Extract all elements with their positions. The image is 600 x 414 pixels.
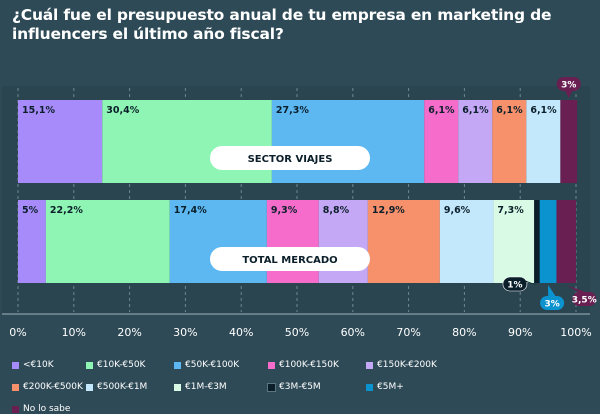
- bar-row-sector-viajes: 15,1% 30,4% 27,3% 6,1% 6,1% 6,1% 6,1% SECTOR VI…: [18, 77, 581, 183]
- data-label: 6,1%: [428, 105, 455, 116]
- legend-item-200k-500k: €200K-€500K: [12, 382, 83, 392]
- data-label: 12,9%: [372, 205, 405, 216]
- chart-title: ¿Cuál fue el presupuesto anual de tu emp…: [12, 6, 552, 43]
- x-tick-label: 60%: [341, 326, 365, 339]
- data-label: 6,1%: [496, 105, 523, 116]
- bar-row-total-mercado: 5% 22,2% 17,4% 9,3% 8,8% 12,9% 9,6% 7,3% TOTAL M…: [18, 200, 597, 310]
- legend-label: €10K-€50K: [97, 360, 146, 370]
- callout-pointer: [548, 285, 557, 297]
- data-label: 7,3%: [497, 205, 524, 216]
- legend-item-10k-50k: €10K-€50K: [86, 360, 162, 370]
- legend-item-3m-5m: €3M-€5M: [267, 382, 354, 392]
- x-tick-label: 70%: [396, 326, 420, 339]
- legend-label: €50K-€100K: [185, 360, 240, 370]
- legend-label: €500K-€1M: [97, 382, 148, 392]
- legend-label: €100K-€150K: [279, 360, 339, 370]
- callout-pointer: [510, 278, 537, 285]
- legend-label: €1M-€3M: [185, 382, 227, 392]
- bar-segment-100k-150k: [424, 100, 459, 183]
- legend-swatch: [174, 361, 181, 369]
- bar-segment-500k-1m: [439, 200, 494, 283]
- x-tick-label: 30%: [173, 326, 197, 339]
- legend-swatch: [268, 361, 275, 369]
- callout-label: 3%: [544, 300, 559, 310]
- data-label: 30,4%: [106, 105, 139, 116]
- x-tick-label: 90%: [508, 326, 532, 339]
- data-label: 27,3%: [276, 105, 309, 116]
- bar-segment-500k-1m: [526, 100, 561, 183]
- x-tick-label: 20%: [117, 326, 141, 339]
- legend: <€10K €10K-€50K €50K-€100K €100K-€150K €150K…: [12, 360, 592, 414]
- legend-item-150k-200k: €150K-€200K: [366, 360, 458, 370]
- bar-segment-no-lo-sabe: [560, 100, 578, 183]
- x-tick-label: 10%: [62, 326, 86, 339]
- x-tick-label: 50%: [285, 326, 309, 339]
- bar-segment-150k-200k: [458, 100, 493, 183]
- data-label: 22,2%: [50, 205, 83, 216]
- callout-bubble: [556, 77, 581, 91]
- callout-label: 3,5%: [572, 296, 597, 306]
- data-label: 5%: [22, 205, 39, 216]
- legend-item-50k-100k: €50K-€100K: [174, 360, 256, 370]
- data-label: 17,4%: [174, 205, 207, 216]
- legend-swatch: [12, 361, 19, 369]
- x-tick-label: 80%: [452, 326, 476, 339]
- bar-segment-10k: [18, 100, 103, 183]
- legend-item-no-lo-sabe: No lo sabe: [12, 404, 74, 414]
- legend-label: No lo sabe: [23, 404, 71, 414]
- bar-segment-200k-500k: [492, 100, 527, 183]
- legend-label: €5M+: [377, 382, 404, 392]
- data-label: 6,1%: [530, 105, 557, 116]
- x-tick-label: 100%: [560, 326, 591, 339]
- data-label: 9,6%: [444, 205, 471, 216]
- legend-swatch: [12, 405, 19, 413]
- callout-label: 1%: [507, 281, 522, 291]
- data-label: 9,3%: [271, 205, 298, 216]
- callout-pointer: [564, 90, 573, 98]
- x-tick-label: 0%: [9, 326, 26, 339]
- data-label: 6,1%: [462, 105, 489, 116]
- bar-segment-5m: [539, 200, 557, 283]
- legend-swatch: [174, 383, 181, 391]
- legend-swatch: [86, 361, 93, 369]
- bar-segment-10k-50k: [45, 200, 170, 283]
- legend-item-10k: <€10K: [12, 360, 74, 370]
- legend-swatch: [267, 382, 276, 392]
- series-label: SECTOR VIAJES: [248, 154, 333, 165]
- callout-label: 3%: [561, 81, 576, 91]
- callout-bubble: [572, 292, 597, 306]
- x-tick-label: 40%: [229, 326, 253, 339]
- legend-label: <€10K: [23, 360, 54, 370]
- bar-segment-10k: [18, 200, 46, 283]
- legend-item-1m-3m: €1M-€3M: [174, 382, 256, 392]
- callout-pointer: [566, 285, 589, 293]
- legend-swatch: [86, 383, 93, 391]
- stacked-bar-chart: 15,1% 30,4% 27,3% 6,1% 6,1% 6,1% 6,1% SECTOR VI…: [2, 77, 597, 339]
- bar-segment-1m-3m: [493, 200, 535, 283]
- legend-swatch: [12, 383, 19, 391]
- series-label: TOTAL MERCADO: [242, 255, 337, 266]
- legend-item-5m: €5M+: [366, 382, 458, 392]
- legend-label: €3M-€5M: [279, 382, 321, 392]
- legend-swatch: [366, 383, 373, 391]
- legend-swatch: [366, 361, 373, 369]
- series-label-pill: [210, 247, 370, 271]
- legend-label: €200K-€500K: [23, 382, 83, 392]
- callout-bubble: [540, 296, 565, 310]
- legend-label: €150K-€200K: [377, 360, 437, 370]
- legend-item-100k-150k: €100K-€150K: [268, 360, 354, 370]
- data-label: 8,8%: [323, 205, 350, 216]
- series-label-pill: [210, 146, 370, 170]
- data-label: 15,1%: [22, 105, 55, 116]
- bar-segment-no-lo-sabe: [556, 200, 576, 283]
- legend-item-500k-1m: €500K-€1M: [86, 382, 162, 392]
- bar-segment-3m-5m: [534, 200, 540, 283]
- bar-segment-200k-500k: [367, 200, 440, 283]
